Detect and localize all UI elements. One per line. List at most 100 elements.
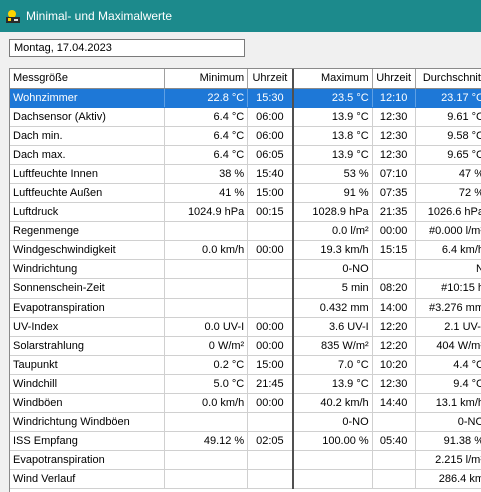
- cell-min: [164, 278, 249, 299]
- cell-min-time: 15:40: [247, 164, 294, 184]
- cell-max-time: 15:15: [372, 240, 416, 261]
- cell-min: [164, 469, 249, 490]
- cell-max: 13.9 °C: [292, 107, 373, 127]
- cell-min: 0.0 km/h: [164, 393, 249, 414]
- column-header-avg[interactable]: Durchschnitt: [415, 69, 481, 89]
- cell-name: Evapotranspiration: [10, 450, 165, 471]
- cell-max-time: 07:10: [372, 164, 416, 184]
- cell-max-time: 12:30: [372, 145, 416, 165]
- table-row[interactable]: Luftdruck 1024.9 hPa 00:15 1028.9 hPa 21:35 1…: [10, 202, 481, 223]
- cell-max-time: 12:30: [372, 374, 416, 395]
- date-field[interactable]: Montag, 17.04.2023: [9, 39, 245, 57]
- cell-max: 91 %: [292, 183, 373, 204]
- cell-max: 13.8 °C: [292, 126, 373, 146]
- cell-avg: 1026.6 hPa: [415, 202, 481, 223]
- column-header-min-time[interactable]: Uhrzeit: [247, 69, 294, 89]
- cell-avg: 2.215 l/m²: [415, 450, 481, 471]
- cell-min-time: 00:00: [247, 393, 294, 414]
- cell-max-time: 05:40: [372, 431, 416, 452]
- cell-max-time: 12:10: [372, 88, 416, 108]
- window-title: Minimal- und Maximalwerte: [26, 9, 173, 23]
- cell-max-time: 12:30: [372, 126, 416, 146]
- table-row[interactable]: Taupunkt 0.2 °C 15:00 7.0 °C 10:20 4.4 °C: [10, 355, 481, 375]
- cell-max: 3.6 UV-I: [292, 317, 373, 337]
- table-row[interactable]: Evapotranspiration 0.432 mm 14:00 #3.276 mm: [10, 298, 481, 318]
- column-header-min[interactable]: Minimum: [164, 69, 249, 89]
- cell-max: 23.5 °C: [292, 88, 373, 108]
- table-row[interactable]: Wind Verlauf 286.4 km: [10, 469, 481, 490]
- cell-max-time: 14:00: [372, 298, 416, 318]
- cell-min-time: [247, 412, 294, 433]
- cell-name: Windrichtung: [10, 259, 165, 280]
- cell-name: Windchill: [10, 374, 165, 395]
- cell-min: 1024.9 hPa: [164, 202, 249, 223]
- table-row[interactable]: Solarstrahlung 0 W/m² 00:00 835 W/m² 12:20 40…: [10, 336, 481, 356]
- cell-avg: 6.4 km/h: [415, 240, 481, 261]
- cell-max-time: [372, 412, 416, 433]
- cell-min: [164, 412, 249, 433]
- cell-max-time: 10:20: [372, 355, 416, 375]
- cell-avg: #0.000 l/m²: [415, 221, 481, 242]
- cell-min: 6.4 °C: [164, 107, 249, 127]
- table-row[interactable]: Windrichtung 0-NO N: [10, 259, 481, 280]
- table-row[interactable]: Regenmenge 0.0 l/m² 00:00 #0.000 l/m²: [10, 221, 481, 242]
- table-row[interactable]: Dach max. 6.4 °C 06:05 13.9 °C 12:30 9.65 °C: [10, 145, 481, 165]
- table-row[interactable]: Wohnzimmer 22.8 °C 15:30 23.5 °C 12:10 23.17 …: [10, 88, 481, 108]
- cell-max: 0-NO: [292, 259, 373, 280]
- cell-min-time: 06:00: [247, 126, 294, 146]
- cell-avg: N: [415, 259, 481, 280]
- table-row[interactable]: Dachsensor (Aktiv) 6.4 °C 06:00 13.9 °C 12:3…: [10, 107, 481, 127]
- cell-min-time: 15:00: [247, 355, 294, 375]
- cell-avg: 4.4 °C: [415, 355, 481, 375]
- cell-avg: 91.38 %: [415, 431, 481, 452]
- cell-max: 5 min: [292, 278, 373, 299]
- cell-min-time: 21:45: [247, 374, 294, 395]
- cell-avg: 23.17 °C: [415, 88, 481, 108]
- cell-min-time: [247, 469, 294, 490]
- cell-name: Dachsensor (Aktiv): [10, 107, 165, 127]
- min-max-table[interactable]: Messgröße Minimum Uhrzeit Maximum Uhrzei…: [9, 68, 481, 492]
- cell-min-time: [247, 278, 294, 299]
- column-header-name[interactable]: Messgröße: [10, 69, 165, 89]
- cell-max: 835 W/m²: [292, 336, 373, 356]
- table-row[interactable]: ISS Empfang 49.12 % 02:05 100.00 % 05:40 91.3…: [10, 431, 481, 452]
- cell-avg: 47 %: [415, 164, 481, 184]
- table-row[interactable]: Sonnenschein-Zeit 5 min 08:20 #10:15 h: [10, 278, 481, 299]
- cell-name: Dach max.: [10, 145, 165, 165]
- cell-name: Regenmenge: [10, 221, 165, 242]
- cell-avg: 9.65 °C: [415, 145, 481, 165]
- cell-min-time: 15:30: [247, 88, 294, 108]
- table-row[interactable]: Windgeschwindigkeit 0.0 km/h 00:00 19.3 km/…: [10, 240, 481, 261]
- cell-name: Wind Verlauf: [10, 469, 165, 490]
- table-row[interactable]: UV-Index 0.0 UV-I 00:00 3.6 UV-I 12:20 2.1 UV…: [10, 317, 481, 337]
- cell-max-time: 12:30: [372, 107, 416, 127]
- cell-name: Luftfeuchte Innen: [10, 164, 165, 184]
- cell-min: 5.0 °C: [164, 374, 249, 395]
- cell-max: 7.0 °C: [292, 355, 373, 375]
- cell-name: Taupunkt: [10, 355, 165, 375]
- cell-min-time: 00:00: [247, 317, 294, 337]
- cell-max: [292, 469, 373, 490]
- cell-min-time: [247, 298, 294, 318]
- title-bar[interactable]: Minimal- und Maximalwerte: [0, 0, 481, 32]
- cell-max-time: 21:35: [372, 202, 416, 223]
- cell-min-time: 06:00: [247, 107, 294, 127]
- cell-min: 38 %: [164, 164, 249, 184]
- cell-min: 0.0 km/h: [164, 240, 249, 261]
- cell-name: Windrichtung Windböen: [10, 412, 165, 433]
- cell-min-time: 00:15: [247, 202, 294, 223]
- cell-max-time: 14:40: [372, 393, 416, 414]
- cell-max: [292, 450, 373, 471]
- table-row[interactable]: Evapotranspiration 2.215 l/m²: [10, 450, 481, 471]
- cell-max-time: [372, 259, 416, 280]
- column-header-max[interactable]: Maximum: [292, 69, 373, 89]
- cell-max: 0.432 mm: [292, 298, 373, 318]
- table-row[interactable]: Dach min. 6.4 °C 06:00 13.8 °C 12:30 9.58 °C: [10, 126, 481, 146]
- table-row[interactable]: Windchill 5.0 °C 21:45 13.9 °C 12:30 9.4 °C: [10, 374, 481, 395]
- table-row[interactable]: Windböen 0.0 km/h 00:00 40.2 km/h 14:40 13.1 …: [10, 393, 481, 414]
- cell-max: 0.0 l/m²: [292, 221, 373, 242]
- table-row[interactable]: Windrichtung Windböen 0-NO 0-NO: [10, 412, 481, 433]
- column-header-max-time[interactable]: Uhrzeit: [372, 69, 416, 89]
